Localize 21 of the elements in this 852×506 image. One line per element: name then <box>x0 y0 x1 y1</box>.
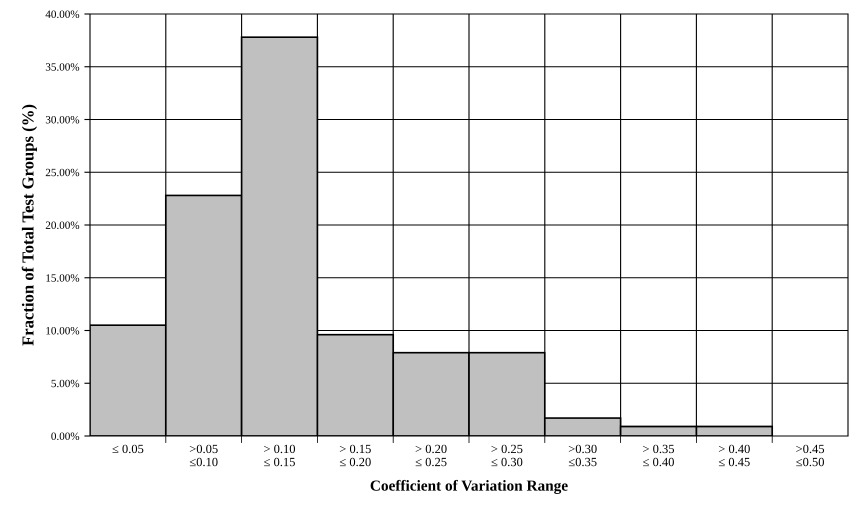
x-tick-label: > 0.20 ≤ 0.25 <box>416 444 447 466</box>
x-tick-label: >0.05 ≤0.10 <box>190 444 218 466</box>
y-tick-label: 20.00% <box>46 221 80 230</box>
x-tick-label: > 0.35 ≤ 0.40 <box>643 444 674 466</box>
y-axis-title: Fraction of Total Test Groups (%) <box>22 104 37 346</box>
y-tick-label: 30.00% <box>46 116 80 124</box>
y-tick-label: 15.00% <box>46 274 80 282</box>
x-tick-label: > 0.15 ≤ 0.20 <box>340 444 371 466</box>
y-tick-label: 25.00% <box>46 168 80 176</box>
x-axis-title: Coefficient of Variation Range <box>370 480 568 494</box>
y-tick-label: 40.00% <box>46 10 80 18</box>
y-tick-label: 10.00% <box>46 326 80 335</box>
x-tick-label: > 0.40 ≤ 0.45 <box>718 444 750 466</box>
x-tick-label: > 0.25 ≤ 0.30 <box>491 444 522 466</box>
y-tick-label: 5.00% <box>52 380 80 388</box>
x-tick-label: >0.30 ≤0.35 <box>568 444 597 466</box>
y-tick-label: 0.00% <box>51 432 80 440</box>
x-tick-label: >0.45 ≤0.50 <box>796 444 824 466</box>
x-tick-label: > 0.10 ≤ 0.15 <box>264 444 296 466</box>
y-tick-label: 35.00% <box>46 63 80 71</box>
x-tick-label: ≤ 0.05 <box>112 444 144 454</box>
